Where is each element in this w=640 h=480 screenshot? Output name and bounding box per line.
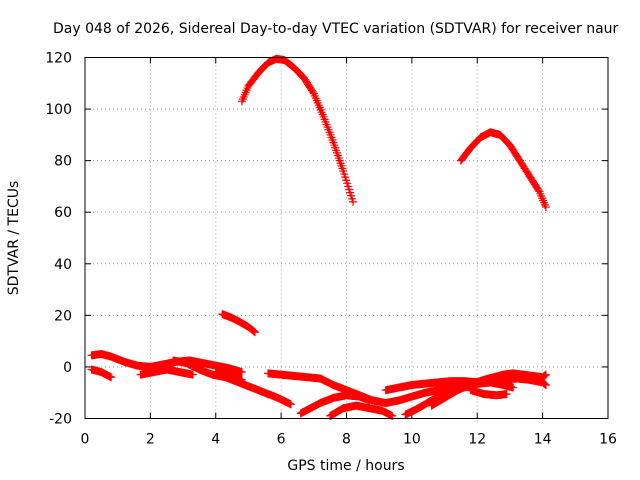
grid	[84, 57, 609, 419]
series-arc-2	[456, 128, 550, 212]
x-tick-label: 10	[403, 432, 421, 448]
data-point-markers	[218, 310, 259, 337]
x-tick-label: 6	[277, 432, 286, 448]
data-point-markers	[460, 374, 550, 389]
y-tick-label: -20	[49, 412, 72, 428]
y-tick-label: 80	[54, 154, 72, 170]
data-point-markers	[466, 386, 511, 400]
data-point-markers	[136, 365, 197, 379]
x-tick-label: 14	[534, 432, 552, 448]
data-point-markers	[169, 356, 295, 409]
y-tick-label: 40	[54, 257, 72, 273]
series-arc-10	[296, 391, 374, 418]
series-arc-5	[87, 365, 116, 382]
x-tick-label: 16	[599, 432, 617, 448]
y-tick-label: 120	[45, 51, 72, 67]
series-arc-6	[136, 365, 197, 379]
data-series	[87, 54, 550, 420]
series-arc-16	[466, 386, 511, 400]
x-axis-label: GPS time / hours	[287, 458, 404, 474]
x-tick-label: 0	[81, 432, 90, 448]
series-arc-1	[237, 54, 358, 206]
y-tick-label: 100	[45, 102, 72, 118]
data-point-markers	[211, 368, 246, 384]
data-point-markers	[326, 401, 397, 420]
x-tick-label: 2	[146, 432, 155, 448]
plot-frame	[84, 57, 609, 419]
series-arc-15	[460, 374, 550, 389]
x-tick-labels: 0 2 4 6 8 10 12 14 16	[81, 432, 617, 448]
series-arc-3	[218, 310, 259, 337]
series-arc-7	[169, 356, 295, 409]
data-point-markers	[296, 391, 374, 418]
data-point-markers	[456, 128, 550, 212]
y-tick-labels: -20 0 20 40 60 80 100 120	[45, 51, 72, 428]
y-tick-label: 20	[54, 308, 72, 324]
y-axis-label: SDTVAR / TECUs	[6, 181, 22, 296]
data-point-markers	[87, 365, 116, 382]
series-arc-8	[211, 368, 246, 384]
data-point-markers	[237, 54, 358, 206]
x-tick-label: 8	[342, 432, 351, 448]
y-tick-label: 60	[54, 205, 72, 221]
x-tick-label: 4	[211, 432, 220, 448]
chart-title: Day 048 of 2026, Sidereal Day-to-day VTE…	[53, 21, 619, 37]
x-tick-label: 12	[468, 432, 486, 448]
y-tick-label: 0	[63, 360, 72, 376]
series-arc-11	[326, 401, 397, 420]
